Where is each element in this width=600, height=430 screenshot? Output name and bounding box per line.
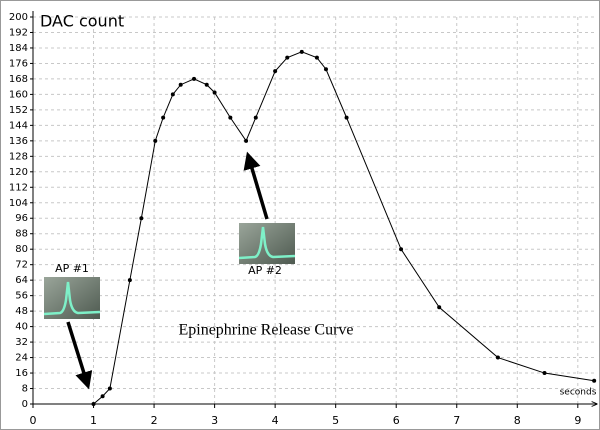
data-point xyxy=(192,76,197,81)
x-tick-label: 0 xyxy=(30,414,37,427)
y-tick-label: 144 xyxy=(9,120,28,131)
x-tick-label: 6 xyxy=(393,414,400,427)
data-point xyxy=(204,82,209,87)
ap1-label: AP #1 xyxy=(55,262,89,275)
x-tick-label: 4 xyxy=(272,414,279,427)
x-tick-label: 5 xyxy=(332,414,339,427)
data-point xyxy=(299,49,304,54)
data-point xyxy=(91,402,96,406)
y-tick-label: 128 xyxy=(9,151,28,162)
y-tick-label: 0 xyxy=(22,399,28,410)
data-point xyxy=(178,82,183,87)
y-tick-label: 112 xyxy=(9,182,28,193)
ap2-label: AP #2 xyxy=(248,264,282,277)
x-tick-label: 9 xyxy=(574,414,581,427)
x-tick-label: 3 xyxy=(211,414,218,427)
ap1-thumbnail xyxy=(43,277,101,319)
data-point xyxy=(161,115,166,120)
data-point xyxy=(437,305,442,310)
data-point xyxy=(212,90,217,95)
data-point xyxy=(253,115,258,120)
y-tick-label: 88 xyxy=(15,229,28,240)
y-tick-label: 8 xyxy=(22,384,28,395)
arrow xyxy=(243,151,269,220)
y-tick-label: 16 xyxy=(15,368,28,379)
data-point xyxy=(592,378,597,383)
y-tick-label: 32 xyxy=(15,337,28,348)
y-tick-label: 176 xyxy=(9,58,28,69)
data-line xyxy=(93,51,595,405)
data-point xyxy=(285,55,290,60)
plot-area xyxy=(91,49,597,406)
data-point xyxy=(314,55,319,60)
x-axis-label: seconds xyxy=(560,388,597,398)
y-tick-label: 40 xyxy=(15,322,28,333)
chart-annotation: Epinephrine Release Curve xyxy=(178,322,353,339)
ap2-thumbnail xyxy=(238,223,296,264)
data-point xyxy=(542,371,547,376)
y-tick-label: 200 xyxy=(9,12,28,23)
y-tick-label: 192 xyxy=(9,27,28,38)
data-point xyxy=(273,69,278,74)
data-point xyxy=(170,92,175,97)
grid xyxy=(32,16,595,405)
y-tick-label: 80 xyxy=(15,244,28,255)
data-point xyxy=(100,394,105,399)
x-tick-label: 1 xyxy=(90,414,97,427)
y-tick-label: 136 xyxy=(9,136,28,147)
y-tick-label: 48 xyxy=(15,306,28,317)
axes: 0816243240485664728088961041121201281361… xyxy=(9,11,597,427)
y-tick-label: 64 xyxy=(15,275,28,286)
data-point xyxy=(228,115,233,120)
data-point xyxy=(495,355,500,360)
data-point xyxy=(153,138,158,143)
y-tick-label: 72 xyxy=(15,260,28,271)
y-tick-label: 96 xyxy=(15,213,28,224)
data-point xyxy=(244,138,249,143)
data-point xyxy=(139,216,144,221)
y-axis-label: DAC count xyxy=(40,12,124,31)
y-tick-label: 56 xyxy=(15,291,28,302)
y-tick-label: 160 xyxy=(9,89,28,100)
y-tick-label: 152 xyxy=(9,105,28,116)
x-tick-label: 7 xyxy=(453,414,460,427)
data-point xyxy=(323,67,328,72)
data-point xyxy=(399,247,404,252)
y-tick-label: 168 xyxy=(9,74,28,85)
x-tick-label: 2 xyxy=(151,414,158,427)
data-point xyxy=(107,386,112,391)
data-point xyxy=(127,278,132,283)
y-tick-label: 104 xyxy=(9,198,28,209)
data-point xyxy=(344,115,349,120)
x-tick-label: 8 xyxy=(514,414,521,427)
y-tick-label: 24 xyxy=(15,353,28,364)
y-tick-label: 184 xyxy=(9,43,28,54)
arrow xyxy=(66,321,93,390)
y-tick-label: 120 xyxy=(9,167,28,178)
